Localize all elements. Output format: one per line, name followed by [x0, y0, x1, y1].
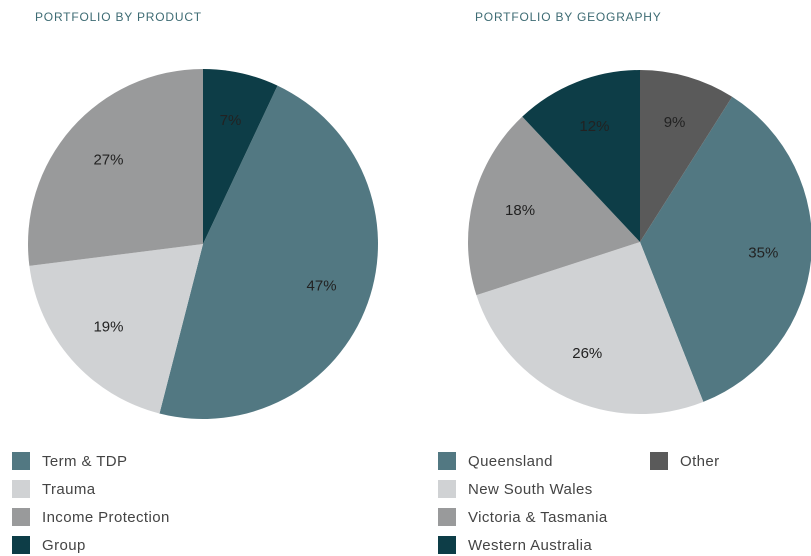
legend-swatch — [438, 536, 456, 554]
chart-title: PORTFOLIO BY PRODUCT — [35, 10, 202, 24]
legend-swatch — [12, 508, 30, 526]
legend-label: Other — [680, 453, 720, 470]
slice-label: 27% — [93, 152, 123, 169]
slice-label: 12% — [579, 118, 609, 135]
legend-label: Queensland — [468, 453, 553, 470]
legend-label: New South Wales — [468, 481, 593, 498]
slice-label: 18% — [505, 202, 535, 219]
legend-label: Group — [42, 537, 86, 554]
pie-slice — [640, 70, 733, 242]
pie-slice — [203, 69, 278, 244]
legend-swatch — [12, 536, 30, 554]
pie-slice — [640, 96, 811, 402]
legend-swatch — [438, 508, 456, 526]
legend-swatch — [650, 452, 668, 470]
slice-label: 19% — [93, 318, 123, 335]
pie-slice — [476, 242, 704, 415]
pie-slice — [27, 69, 203, 266]
slice-label: 35% — [748, 245, 778, 262]
legend-swatch — [438, 452, 456, 470]
legend-label: Trauma — [42, 481, 96, 498]
pie-slice — [159, 85, 378, 419]
legend-swatch — [438, 480, 456, 498]
legend-swatch — [12, 480, 30, 498]
slice-label: 47% — [307, 278, 337, 295]
chart-title: PORTFOLIO BY GEOGRAPHY — [475, 10, 662, 24]
legend-label: Western Australia — [468, 537, 592, 554]
pie-slice — [522, 70, 640, 242]
legend-label: Term & TDP — [42, 453, 127, 470]
legend-label: Income Protection — [42, 509, 170, 526]
pie-slice — [467, 116, 640, 296]
legend-label: Victoria & Tasmania — [468, 509, 608, 526]
pie-slice — [29, 244, 203, 414]
slice-label: 26% — [572, 345, 602, 362]
slice-label: 9% — [664, 114, 686, 131]
slice-label: 7% — [220, 112, 242, 129]
legend-swatch — [12, 452, 30, 470]
